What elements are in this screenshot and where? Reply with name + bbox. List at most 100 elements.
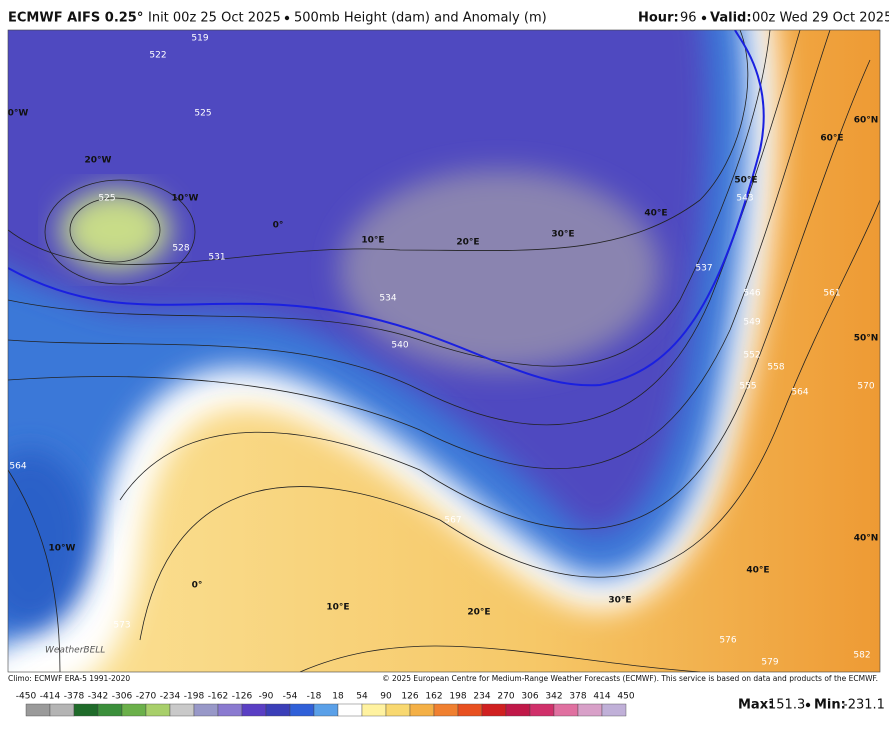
- grid-label: 50°E: [734, 176, 757, 186]
- colorbar-swatch: [529, 703, 555, 717]
- contour-label: 546: [743, 289, 760, 299]
- colorbar-tick-label: -18: [307, 692, 322, 702]
- colorbar-tick-label: -126: [232, 692, 253, 702]
- min: -231.1: [843, 698, 885, 713]
- header: ECMWF AIFS 0.25° Init 00z 25 Oct 2025 50…: [8, 11, 889, 26]
- low-center: [60, 190, 170, 270]
- colorbar-swatch: [433, 703, 459, 717]
- contour-label: 561: [823, 289, 840, 299]
- grid-label: 60°E: [820, 134, 843, 144]
- colorbar-tick-label: -306: [112, 692, 133, 702]
- grid-label: 40°E: [644, 209, 667, 219]
- colorbar-tick-label: 126: [401, 692, 418, 702]
- contour-label: 534: [379, 294, 396, 304]
- grid-label: 10°E: [326, 603, 349, 613]
- colorbar-tick-label: -378: [64, 692, 85, 702]
- colorbar-swatch: [97, 703, 123, 717]
- colorbar-swatch: [313, 703, 339, 717]
- colorbar-swatch: [241, 703, 267, 717]
- colorbar-swatch: [457, 703, 483, 717]
- contour-label: 522: [149, 51, 166, 61]
- contour-label: 540: [391, 341, 408, 351]
- grid-label: 40°E: [746, 566, 769, 576]
- grid-label: 30°E: [551, 230, 574, 240]
- grid-label: 60°N: [854, 116, 879, 126]
- contour-540: [8, 30, 765, 387]
- contour-label: 552: [743, 351, 760, 361]
- colorbar-tick-label: 270: [497, 692, 514, 702]
- valid: 00z Wed 29 Oct 2025: [752, 11, 889, 26]
- colorbar-swatch: [385, 703, 411, 717]
- max-label: Max:: [738, 698, 773, 713]
- colorbar-swatch: [193, 703, 219, 717]
- colorbar-swatch: [217, 703, 243, 717]
- colorbar-tick-label: 234: [473, 692, 490, 702]
- valid-label: Valid:: [710, 11, 752, 26]
- blue-anomaly-sw: [8, 450, 90, 630]
- contour-label: 537: [695, 264, 712, 274]
- colorbar-tick-label: 378: [569, 692, 586, 702]
- grid-label: 40°N: [854, 534, 879, 544]
- colorbar-swatch: [409, 703, 435, 717]
- colorbar-swatch: [361, 703, 387, 717]
- colorbar-swatch: [337, 703, 363, 717]
- min-label: Min:: [814, 698, 846, 713]
- colorbar-tick-label: 162: [425, 692, 442, 702]
- colorbar-tick-label: 54: [356, 692, 368, 702]
- grid-label: 0°: [192, 581, 203, 591]
- hour: 96: [680, 11, 697, 26]
- colorbar-swatch: [49, 703, 75, 717]
- watermark: WeatherBELL: [45, 646, 105, 656]
- grid-label: 10°E: [361, 236, 384, 246]
- separator: [284, 15, 290, 21]
- contour-label: 549: [743, 318, 760, 328]
- grid-label: 50°N: [854, 334, 879, 344]
- copyright: © 2025 European Centre for Medium-Range …: [382, 674, 878, 683]
- colorbar-swatch: [601, 703, 627, 717]
- contour-label: 576: [719, 636, 736, 646]
- colorbar-tick-label: 198: [449, 692, 466, 702]
- init: Init 00z 25 Oct 2025: [148, 11, 281, 26]
- contours: [8, 30, 880, 672]
- colorbar-tick-label: -198: [184, 692, 205, 702]
- colorbar-tick-label: -270: [136, 692, 157, 702]
- contour-label: 582: [853, 651, 870, 661]
- product: 500mb Height (dam) and Anomaly (m): [294, 11, 547, 26]
- grid-label: 0°W: [8, 109, 29, 119]
- colorbar-swatch: [73, 703, 99, 717]
- grid-label: 30°E: [608, 596, 631, 606]
- colorbar-swatch: [505, 703, 531, 717]
- colorbar-swatch: [145, 703, 171, 717]
- colorbar: -450 -414 -378 -342 -306 -270 -234 -198 -162 -126…: [16, 692, 635, 717]
- grid-label: 10°W: [172, 194, 199, 204]
- contour-label: 579: [761, 658, 778, 668]
- max: 151.3: [768, 698, 805, 713]
- colorbar-tick-label: 90: [380, 692, 392, 702]
- contour-label: 567: [444, 516, 461, 526]
- contour-label: 564: [791, 388, 808, 398]
- colorbar-swatch: [577, 703, 603, 717]
- map: 519 522 525 525 528 531 534 540 537 543 546 549 552 5…: [8, 30, 880, 672]
- colorbar-swatch: [25, 703, 51, 717]
- colorbar-tick-label: -450: [16, 692, 37, 702]
- contour-label: 531: [208, 253, 225, 263]
- contour-label: 558: [767, 363, 784, 373]
- contour-label: 525: [194, 109, 211, 119]
- contour-label: 555: [739, 382, 756, 392]
- grid-label: 0°: [273, 221, 284, 231]
- separator: [701, 15, 707, 21]
- colorbar-tick-label: -342: [88, 692, 108, 702]
- contour-label: 564: [9, 462, 26, 472]
- colorbar-tick-label: -54: [283, 692, 298, 702]
- grid-label: 20°W: [85, 156, 112, 166]
- colorbar-tick-label: -90: [259, 692, 274, 702]
- colorbar-swatch: [265, 703, 291, 717]
- grid-label: 10°W: [49, 544, 76, 554]
- colorbar-tick-label: -234: [160, 692, 181, 702]
- separator: [805, 702, 811, 708]
- map-labels: 519 522 525 525 528 531 534 540 537 543 546 549 552 5…: [8, 34, 879, 668]
- colorbar-tick-label: -162: [208, 692, 228, 702]
- colorbar-tick-label: 306: [521, 692, 538, 702]
- grid-label: 20°E: [467, 608, 490, 618]
- grid-label: 20°E: [456, 238, 479, 248]
